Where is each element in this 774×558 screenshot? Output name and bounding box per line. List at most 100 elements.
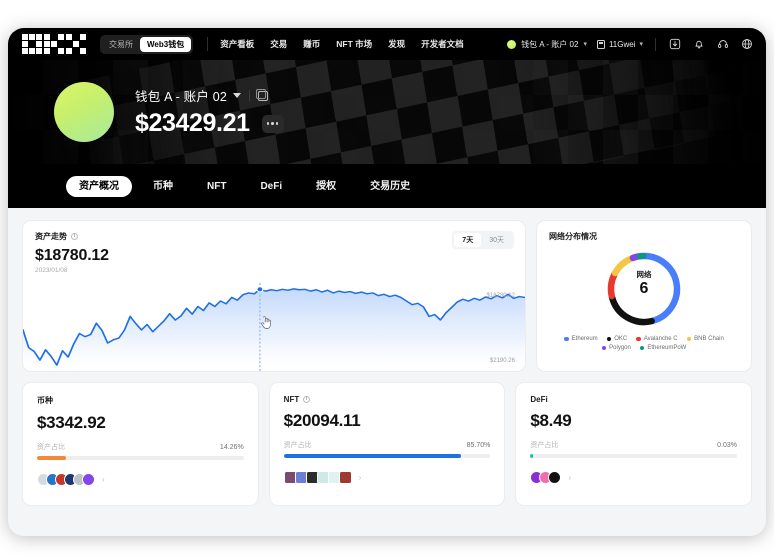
poly-token-icon[interactable] — [82, 473, 95, 486]
legend-item-ethereumpow[interactable]: EthereumPoW — [639, 345, 687, 351]
account-selector[interactable]: 钱包 A - 账户 02 ▾ — [507, 39, 587, 50]
legend-item-avalanche-c[interactable]: Avalanche C — [636, 336, 678, 342]
nav-right-group: 钱包 A - 账户 02 ▾ 11Gwei ▾ — [507, 37, 754, 51]
tab-defi[interactable]: DeFi — [260, 180, 283, 192]
donut-center-text: 网络 6 — [537, 269, 751, 298]
nav-link-trade[interactable]: 交易 — [270, 39, 288, 49]
token-card-icon-row[interactable]: › — [37, 473, 244, 486]
donut-center-count: 6 — [639, 280, 649, 297]
nav-link-dashboard[interactable]: 资产看板 — [220, 39, 255, 49]
legend-color-dot — [639, 345, 645, 351]
defi-card-icon-row[interactable]: › — [530, 471, 737, 484]
legend-item-ethereum[interactable]: Ethereum — [564, 336, 598, 342]
asset-trend-date: 2023/01/08 — [35, 267, 68, 274]
headset-icon[interactable] — [716, 37, 730, 51]
legend-color-dot — [686, 336, 692, 342]
nav-link-discover[interactable]: 发现 — [388, 39, 406, 49]
range-option-7d[interactable]: 7天 — [454, 233, 482, 247]
primary-nav-links: 资产看板 交易 赚币 NFT 市场 发现 开发者文档 — [220, 38, 463, 50]
range-toggle[interactable]: 7天 30天 — [452, 231, 514, 249]
chart-value-labels: $18780.12 $2190.26 — [487, 293, 516, 364]
token-card-progress-fill — [37, 456, 67, 460]
defi-proto-3[interactable] — [548, 471, 562, 484]
tab-approvals[interactable]: 授权 — [316, 180, 337, 192]
download-icon[interactable] — [668, 37, 682, 51]
nav-link-developer-docs[interactable]: 开发者文档 — [421, 39, 464, 49]
copy-icon[interactable] — [256, 88, 269, 101]
defi-card-share-label: 资产占比 — [530, 442, 559, 449]
nft-card-progress-fill — [283, 454, 461, 458]
chevron-right-icon[interactable]: › — [102, 475, 105, 484]
asset-trend-chart[interactable]: $18780.12 $2190.26 — [23, 283, 525, 371]
tab-overview[interactable]: 资产概况 — [66, 175, 132, 197]
bell-icon[interactable] — [692, 37, 706, 51]
globe-icon[interactable] — [740, 37, 754, 51]
range-option-30d[interactable]: 30天 — [489, 237, 504, 244]
top-navigation-bar: 交易所 Web3钱包 资产看板 交易 赚币 NFT 市场 发现 开发者文档 钱包… — [8, 28, 766, 60]
divider — [249, 90, 251, 101]
tab-tokens[interactable]: 币种 — [153, 180, 173, 192]
legend-color-dot — [564, 336, 569, 342]
asset-trend-title-row: 资产走势 i — [35, 231, 513, 242]
nft-card-share-percent: 85.70% — [466, 442, 491, 449]
switch-option-exchange[interactable]: 交易所 — [109, 39, 133, 49]
token-card-progress-track — [37, 456, 244, 460]
wallet-selector[interactable]: 钱包 A - 账户 02 — [135, 86, 284, 105]
network-donut-chart: 网络 6 — [537, 246, 751, 332]
switch-option-web3wallet[interactable]: Web3钱包 — [140, 36, 192, 52]
app-window: 交易所 Web3钱包 资产看板 交易 赚币 NFT 市场 发现 开发者文档 钱包… — [8, 28, 766, 536]
nav-divider — [207, 37, 209, 51]
chevron-right-icon[interactable]: › — [568, 473, 572, 482]
chevron-down-icon[interactable] — [233, 93, 242, 98]
tab-nft[interactable]: NFT — [207, 180, 227, 192]
chart-low-label: $2190.26 — [490, 358, 516, 364]
account-avatar-icon — [507, 39, 517, 49]
chevron-down-icon: ▾ — [639, 41, 643, 48]
legend-item-okc[interactable]: OKC — [606, 336, 628, 342]
nft-card-icon-row[interactable]: › — [283, 471, 491, 484]
legend-label: OKC — [614, 336, 628, 342]
asset-trend-title: 资产走势 — [35, 232, 67, 241]
nav-link-nft-market[interactable]: NFT 市场 — [336, 39, 373, 49]
network-legend: Ethereum OKC Avalanche C BNB Chain Polygon Et… — [537, 332, 751, 351]
info-icon[interactable]: i — [71, 233, 78, 240]
nav-link-earn[interactable]: 赚币 — [303, 39, 321, 49]
section-tabs: 资产概况 币种 NFT DeFi 授权 交易历史 — [8, 164, 766, 208]
legend-label: Ethereum — [571, 336, 598, 342]
okx-logo[interactable] — [22, 34, 86, 54]
stat-cards-row: 币种 $3342.92 资产占比 14.26% › NFT i — [22, 382, 753, 506]
network-distribution-title: 网络分布情况 — [549, 232, 597, 241]
nft-card-title-row: NFT i — [284, 395, 491, 404]
info-icon[interactable]: i — [303, 396, 311, 403]
token-card-title-row: 币种 — [37, 395, 244, 406]
nft-card-title: NFT — [283, 395, 300, 404]
donut-segment-okc[interactable] — [608, 294, 655, 326]
donut-segment-ethereum[interactable] — [641, 252, 681, 325]
legend-label: EthereumPoW — [647, 345, 687, 351]
legend-item-bnb-chain[interactable]: BNB Chain — [686, 336, 724, 342]
more-options-button[interactable] — [261, 114, 284, 133]
legend-item-polygon[interactable]: Polygon — [601, 345, 631, 351]
chart-high-label: $18780.12 — [487, 293, 516, 299]
chevron-right-icon[interactable]: › — [358, 473, 362, 482]
total-balance-value: $23429.21 — [135, 109, 250, 137]
nft-card-value: $20094.11 — [283, 411, 361, 430]
asset-trend-value: $18780.12 — [35, 247, 109, 264]
defi-card-title-row: DeFi — [530, 395, 737, 404]
asset-trend-card: 资产走势 i $18780.12 2023/01/08 7天 30天 — [22, 220, 526, 372]
defi-card-value: $8.49 — [530, 411, 572, 430]
product-switch[interactable]: 交易所 Web3钱包 — [100, 34, 194, 54]
token-icon-stack — [37, 473, 95, 486]
defi-card-progress-track — [530, 454, 738, 458]
defi-protocol-stack — [530, 471, 562, 484]
nft-thumbnail-stack — [283, 471, 352, 484]
gas-price-label: 11Gwei — [608, 39, 636, 49]
token-card-title: 币种 — [37, 396, 53, 405]
defi-card-title: DeFi — [530, 395, 548, 404]
tab-transactions[interactable]: 交易历史 — [370, 180, 411, 192]
nft-summary-card: NFT i $20094.11 资产占比 85.70% › — [268, 382, 506, 506]
gas-price-chip[interactable]: 11Gwei ▾ — [596, 39, 643, 49]
nft-thumb-6[interactable] — [338, 471, 352, 484]
network-distribution-card: 网络分布情况 网络 6 Ethereum OKC Avalanche C BNB Ch… — [536, 220, 752, 372]
legend-color-dot — [606, 336, 612, 342]
